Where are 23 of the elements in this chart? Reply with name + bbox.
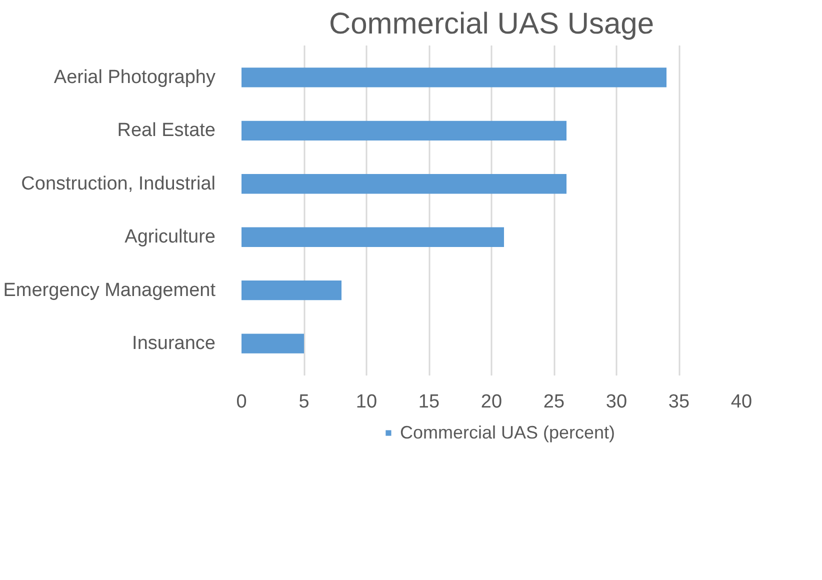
y-tick-label: Agriculture	[124, 226, 216, 248]
x-tick-label: 35	[668, 392, 690, 412]
x-tick-label: 10	[356, 392, 378, 412]
x-tick-label: 25	[543, 392, 565, 412]
bar	[242, 68, 666, 88]
bar	[242, 227, 504, 247]
y-tick-label: Construction, Industrial	[21, 173, 216, 194]
bar	[242, 120, 566, 141]
x-tick-label: 15	[418, 392, 440, 412]
x-tick-label: 0	[236, 392, 247, 412]
legend-label: Commercial UAS (percent)	[400, 422, 616, 443]
x-tick-label: 20	[480, 392, 502, 412]
bar	[242, 334, 304, 354]
y-tick-label: Real Estate	[117, 120, 216, 142]
y-tick-label: Insurance	[132, 333, 216, 354]
x-tick-label: 40	[730, 392, 752, 412]
chart-title: Commercial UAS Usage	[328, 8, 654, 40]
bar	[242, 174, 566, 194]
y-tick-label: Aerial Photography	[54, 66, 216, 88]
x-tick-label: 30	[606, 392, 628, 412]
bar	[242, 280, 342, 300]
x-tick-label: 5	[298, 392, 310, 412]
y-tick-label: Emergency Management	[3, 280, 216, 301]
